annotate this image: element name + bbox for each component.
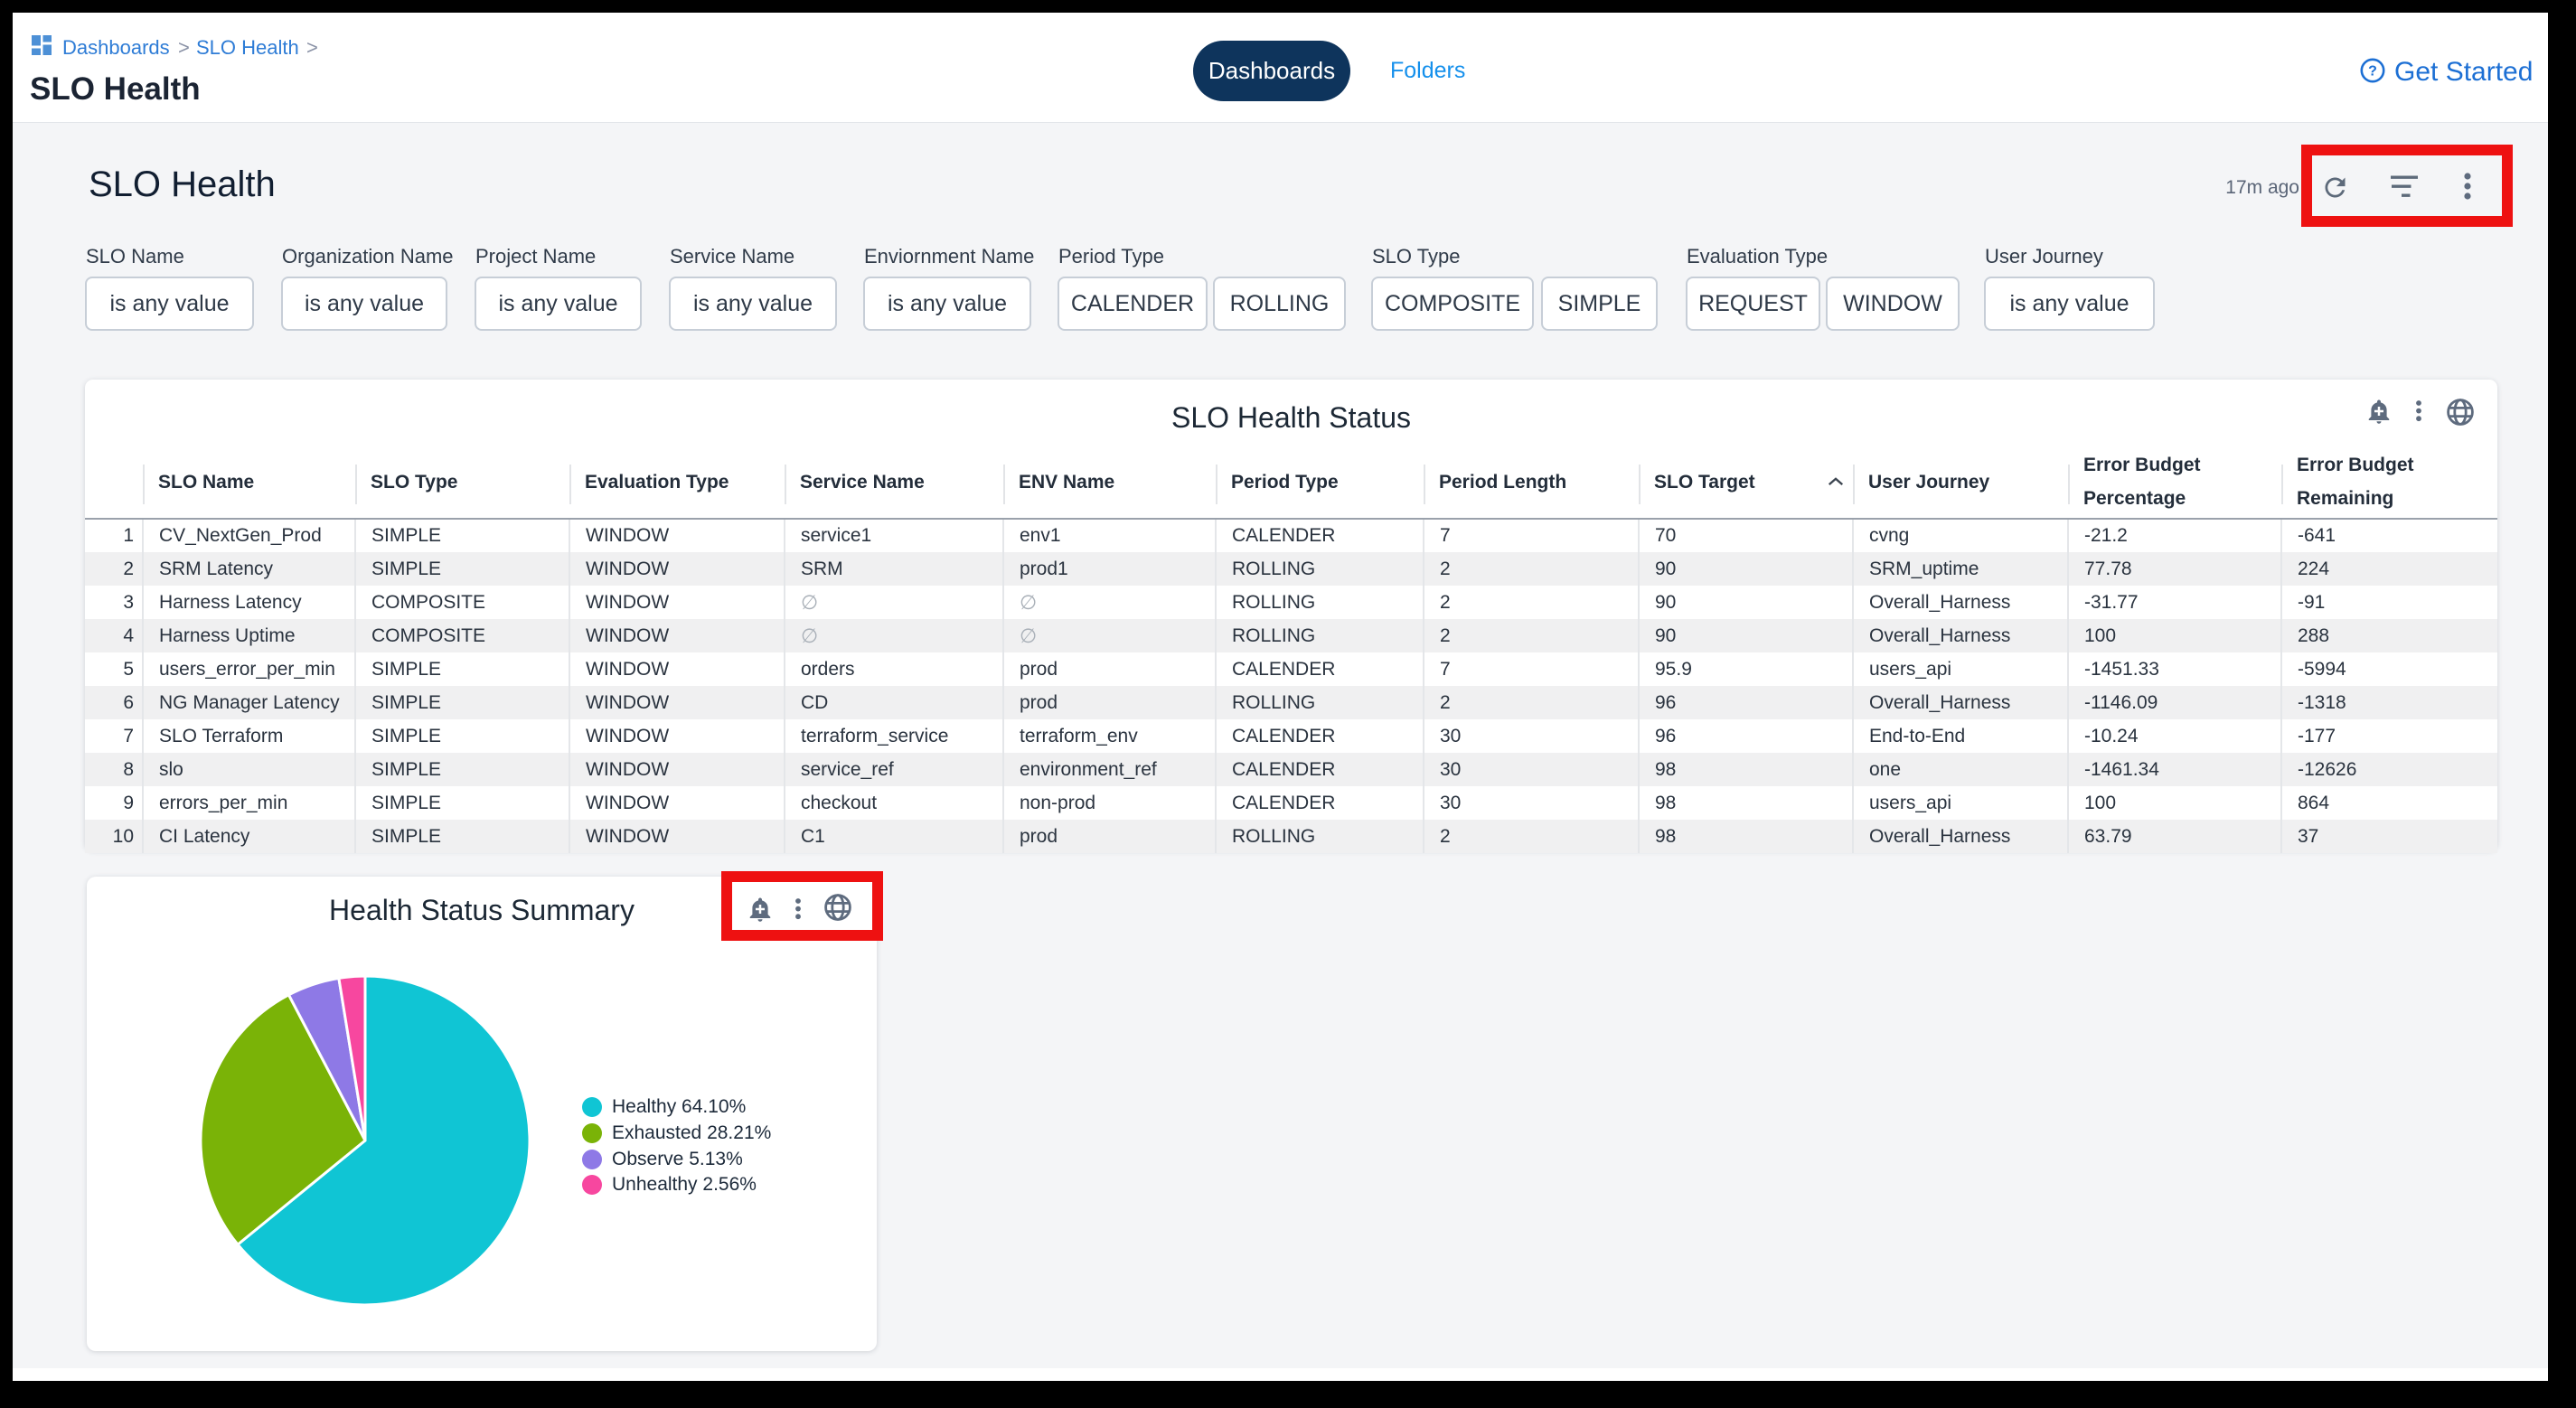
svg-text:?: ? [2368,64,2377,80]
